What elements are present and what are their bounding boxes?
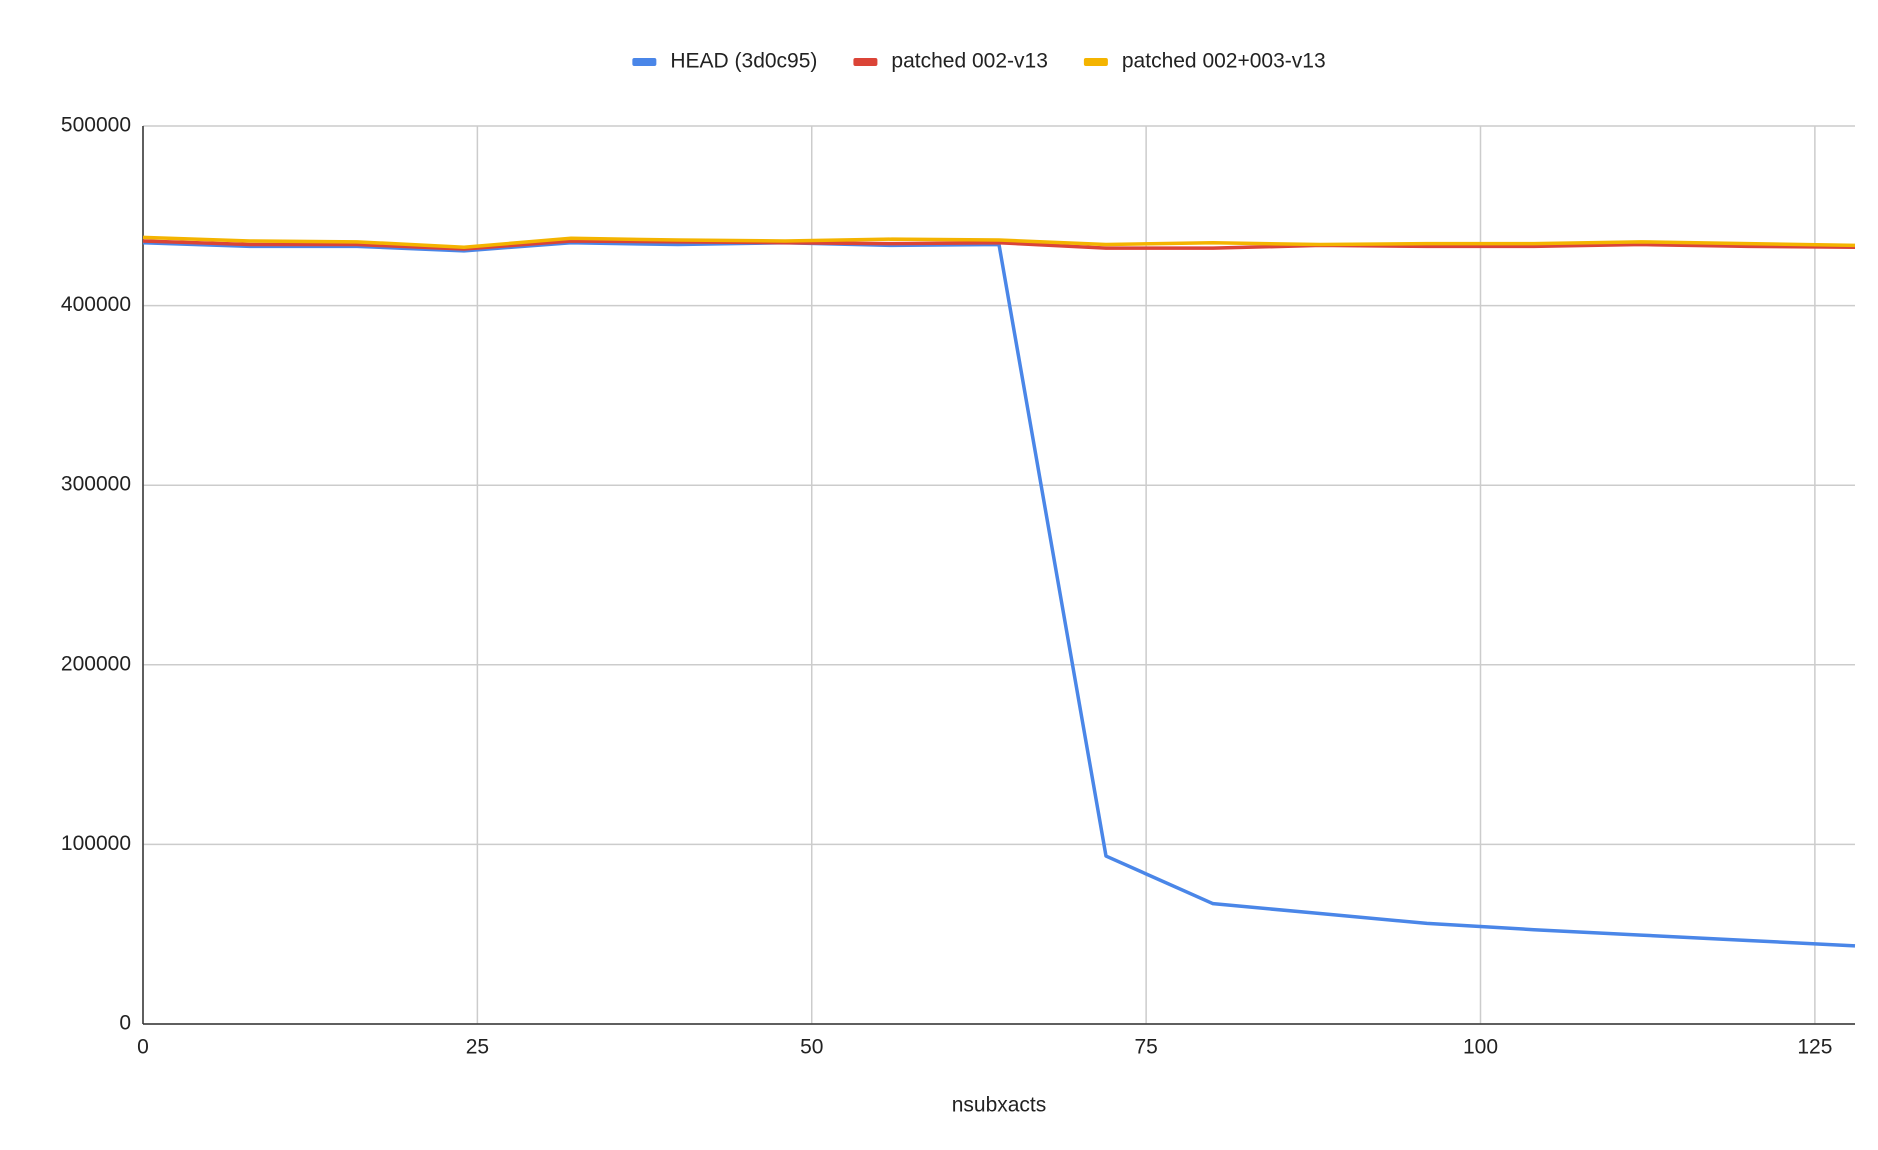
series-line — [142, 240, 1856, 948]
y-tick-label: 400000 — [61, 293, 131, 316]
legend: HEAD (3d0c95) patched 002-v13 patched 002+… — [632, 50, 1326, 73]
y-tick-label: 100000 — [61, 832, 131, 855]
x-tick-label: 50 — [800, 1036, 823, 1059]
x-axis-label: nsubxacts — [952, 1094, 1047, 1117]
x-tick-label: 75 — [1134, 1036, 1157, 1059]
legend-label: HEAD (3d0c95) — [670, 50, 817, 73]
legend-swatch — [853, 58, 878, 66]
x-tick-label: 125 — [1797, 1036, 1832, 1059]
legend-label: patched 002-v13 — [891, 50, 1047, 73]
x-tick-label: 0 — [137, 1036, 149, 1059]
y-tick-label: 0 — [119, 1012, 131, 1035]
y-tick-label: 200000 — [61, 652, 131, 675]
legend-swatch — [632, 58, 657, 66]
y-tick-label: 500000 — [61, 114, 131, 137]
x-tick-label: 25 — [466, 1036, 489, 1059]
y-tick-label: 300000 — [61, 473, 131, 496]
legend-label: patched 002+003-v13 — [1122, 50, 1326, 73]
series-line — [142, 235, 1856, 249]
x-tick-label: 100 — [1463, 1036, 1498, 1059]
legend-swatch — [1083, 58, 1108, 66]
series-line — [142, 239, 1856, 251]
